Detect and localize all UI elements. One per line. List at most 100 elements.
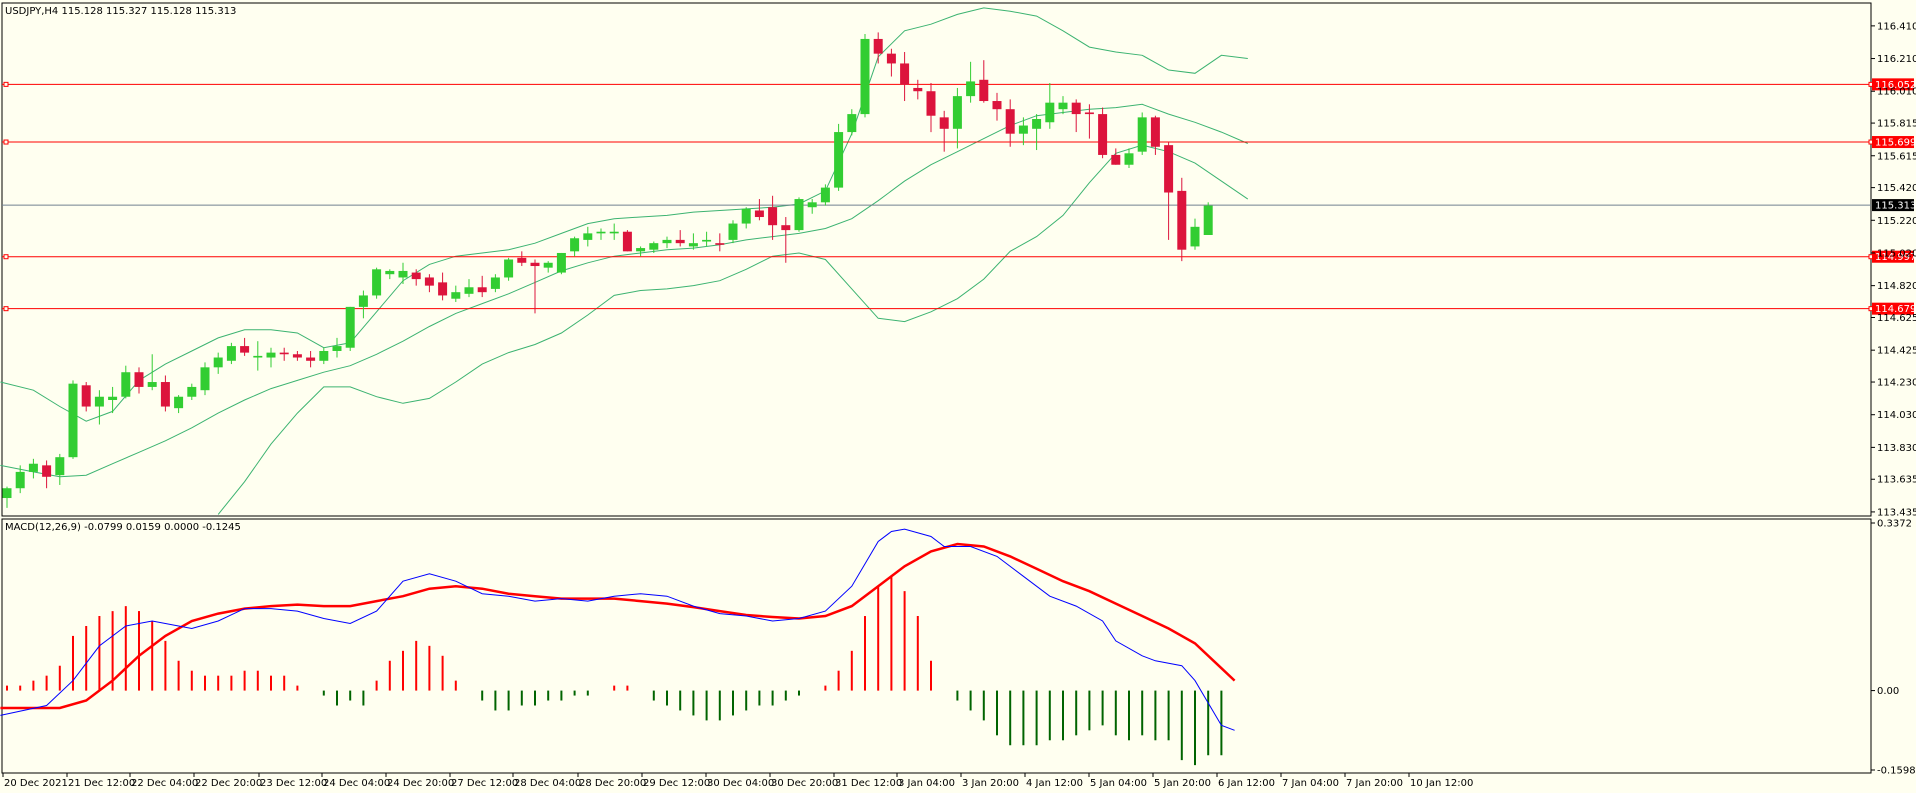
bear-candle-body (306, 357, 316, 361)
current-price-tag[interactable] (1872, 199, 1914, 212)
time-tick-label: 27 Dec 12:00 (451, 778, 518, 789)
bull-candle-body (358, 295, 368, 307)
bull-candle-body (504, 259, 514, 278)
bear-candle-body (438, 282, 448, 296)
macd-pane-frame (1, 518, 1872, 774)
level-price-tag[interactable] (1872, 78, 1914, 91)
bear-candle-body (622, 231, 632, 252)
bull-candle-body (583, 233, 593, 240)
bull-candle-body (688, 243, 698, 247)
bear-candle-body (900, 63, 910, 85)
bear-candle-body (240, 346, 250, 353)
bull-candle-body (609, 231, 619, 234)
macd-tick-label: 0.00 (1877, 686, 1899, 697)
time-tick-label: 30 Dec 20:00 (771, 778, 838, 789)
time-tick-label: 24 Dec 04:00 (323, 778, 390, 789)
time-tick-label: 28 Dec 04:00 (514, 778, 581, 789)
bear-candle-body (1177, 190, 1187, 250)
bull-candle-body (174, 396, 184, 409)
current-price-label[interactable]: 115.313 (1875, 201, 1916, 212)
level-price-label[interactable]: 114.997 (1875, 252, 1916, 263)
macd-tick-label: -0.1598 (1877, 766, 1916, 777)
price-pane-frame (1, 2, 1872, 517)
bollinger-bands (0, 7, 1249, 515)
bear-candle-body (754, 210, 764, 218)
level-price-label[interactable]: 115.699 (1875, 138, 1916, 149)
bollinger-middle-band (0, 103, 1248, 478)
bear-candle-body (411, 272, 421, 280)
bear-candle-body (477, 287, 487, 293)
time-tick-label: 20 Dec 2021 (4, 778, 68, 789)
level-handle-left[interactable] (3, 254, 9, 260)
time-tick-label: 29 Dec 12:00 (643, 778, 710, 789)
macd-histogram (6, 576, 1223, 766)
time-tick-label: 3 Jan 20:00 (962, 778, 1019, 789)
bull-candle-body (451, 292, 461, 299)
bear-candle-body (715, 243, 725, 245)
level-price-tag[interactable] (1872, 136, 1914, 149)
bear-candle-body (1005, 109, 1015, 134)
bear-candle-body (134, 372, 144, 387)
bear-candle-body (781, 225, 791, 231)
level-price-tag[interactable] (1872, 302, 1914, 315)
macd-title: MACD(12,26,9) -0.0799 0.0159 0.0000 -0.1… (5, 522, 241, 533)
price-pane[interactable]: 115.313 116.052 115.699 114.997 114.679 116.… (0, 2, 1916, 518)
bull-candle-body (187, 386, 197, 397)
bear-candle-body (886, 53, 896, 64)
price-tick-label: 113.435 (1877, 507, 1916, 518)
bull-candle-body (662, 239, 672, 244)
time-tick-label: 7 Jan 20:00 (1346, 778, 1403, 789)
bull-candle-body (1018, 125, 1028, 134)
bull-candle-body (121, 372, 131, 397)
time-tick-label: 24 Dec 20:00 (387, 778, 454, 789)
level-handle-left[interactable] (3, 139, 9, 145)
level-price-label[interactable]: 114.679 (1875, 304, 1916, 315)
bull-candle-body (1032, 118, 1042, 129)
bear-candle-body (160, 382, 170, 407)
bull-candle-body (108, 396, 118, 401)
time-tick-label: 28 Dec 20:00 (579, 778, 646, 789)
bear-candle-body (1071, 102, 1081, 115)
price-tick-label: 113.830 (1877, 443, 1916, 454)
bear-candle-body (913, 87, 923, 92)
horizontal-levels[interactable]: 115.313 116.052 115.699 114.997 114.679 (2, 78, 1916, 315)
bull-candle-body (596, 231, 606, 234)
candlesticks (2, 32, 1213, 508)
price-tick-label: 115.615 (1877, 151, 1916, 162)
level-price-tag[interactable] (1872, 250, 1914, 263)
bear-candle-body (675, 239, 685, 244)
bull-candle-body (332, 346, 342, 351)
bear-candle-body (292, 354, 302, 358)
price-tick-label: 115.420 (1877, 183, 1916, 194)
bull-candle-body (1190, 226, 1200, 247)
bear-candle-body (517, 257, 527, 263)
bull-candle-body (94, 396, 104, 407)
bear-candle-body (939, 117, 949, 129)
bull-candle-body (741, 208, 751, 224)
macd-axis: 0.3372 0.00 -0.1598 (1871, 519, 1916, 777)
price-tick-label: 115.220 (1877, 216, 1916, 227)
bull-candle-body (200, 367, 210, 391)
bear-candle-body (926, 91, 936, 116)
bear-candle-body (424, 277, 434, 286)
bull-candle-body (226, 346, 236, 361)
bull-candle-body (147, 382, 157, 387)
bull-candle-body (966, 81, 976, 97)
bull-candle-body (398, 270, 408, 278)
time-tick-label: 7 Jan 04:00 (1282, 778, 1339, 789)
bull-candle-body (266, 352, 276, 358)
macd-pane[interactable]: 0.3372 0.00 -0.1598 MACD(12,26,9) -0.0799 … (0, 518, 1916, 777)
level-handle-left[interactable] (3, 81, 9, 87)
bull-candle-body (15, 471, 25, 489)
bull-candle-body (490, 277, 500, 289)
bear-candle-body (279, 352, 289, 355)
level-handle-left[interactable] (3, 306, 9, 312)
bear-candle-body (530, 262, 540, 267)
bear-candle-body (81, 385, 91, 407)
bull-candle-body (1124, 153, 1134, 165)
bull-candle-body (68, 383, 78, 458)
bear-candle-body (992, 101, 1002, 110)
level-price-label[interactable]: 116.052 (1875, 80, 1916, 91)
